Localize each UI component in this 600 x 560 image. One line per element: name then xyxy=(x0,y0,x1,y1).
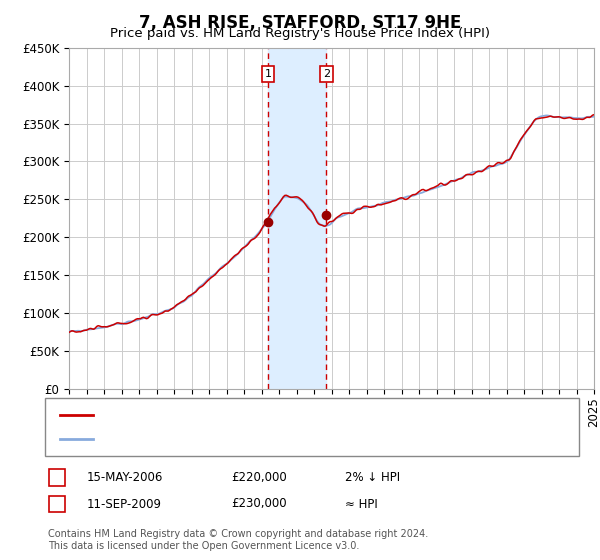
Text: 2: 2 xyxy=(323,69,330,79)
Text: 7, ASH RISE, STAFFORD, ST17 9HE (detached house): 7, ASH RISE, STAFFORD, ST17 9HE (detache… xyxy=(102,409,412,422)
Text: 7, ASH RISE, STAFFORD, ST17 9HE: 7, ASH RISE, STAFFORD, ST17 9HE xyxy=(139,14,461,32)
Text: ≈ HPI: ≈ HPI xyxy=(345,497,378,511)
Text: 15-MAY-2006: 15-MAY-2006 xyxy=(87,470,163,484)
Text: £230,000: £230,000 xyxy=(231,497,287,511)
Text: HPI: Average price, detached house, Stafford: HPI: Average price, detached house, Staf… xyxy=(102,432,367,445)
Text: Price paid vs. HM Land Registry's House Price Index (HPI): Price paid vs. HM Land Registry's House … xyxy=(110,27,490,40)
Bar xyxy=(268,48,326,389)
Text: £220,000: £220,000 xyxy=(231,470,287,484)
Text: 11-SEP-2009: 11-SEP-2009 xyxy=(87,497,162,511)
Text: 1: 1 xyxy=(265,69,271,79)
Text: Contains HM Land Registry data © Crown copyright and database right 2024.
This d: Contains HM Land Registry data © Crown c… xyxy=(48,529,428,551)
Text: 1: 1 xyxy=(53,470,61,484)
Text: 2% ↓ HPI: 2% ↓ HPI xyxy=(345,470,400,484)
Text: 2: 2 xyxy=(53,497,61,511)
